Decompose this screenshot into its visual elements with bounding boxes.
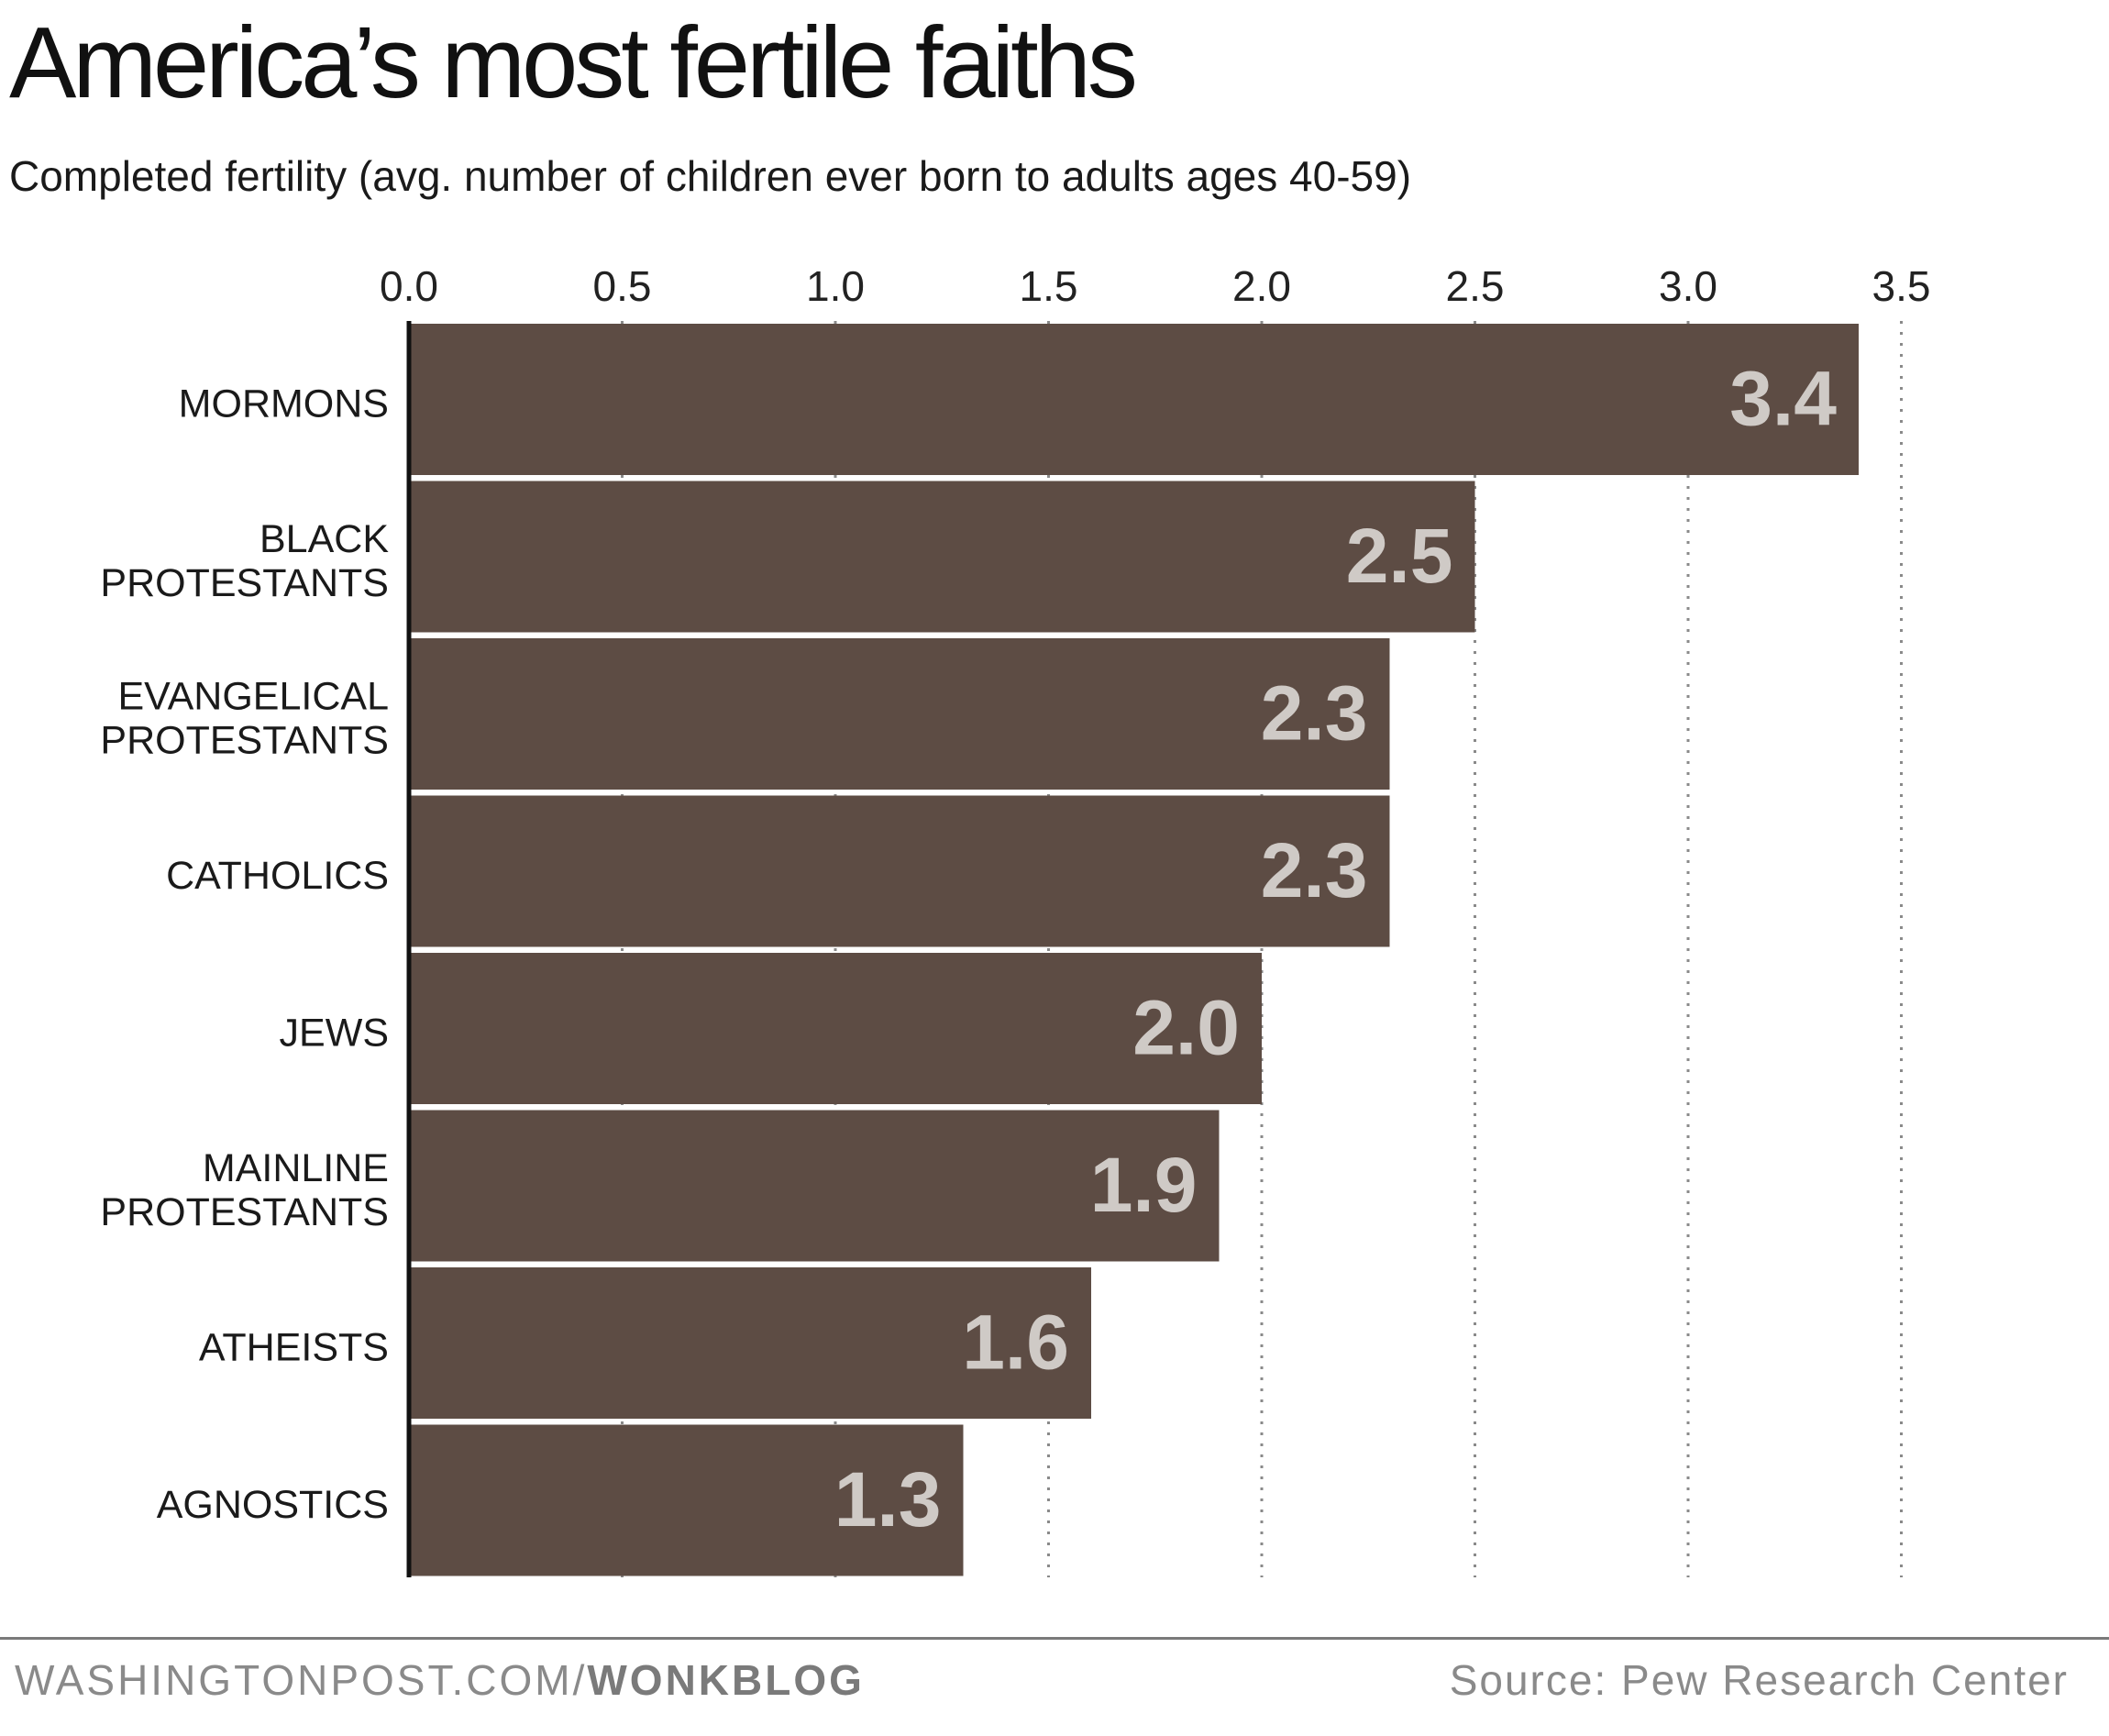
bar: [409, 481, 1475, 633]
bar: [409, 1424, 964, 1576]
chart-title: America’s most fertile faiths: [9, 6, 1138, 119]
bar-value-label: 3.4: [1729, 356, 1837, 442]
category-label: JEWS: [280, 1012, 389, 1056]
bar: [409, 1110, 1220, 1262]
category-label: MORMONS: [179, 382, 389, 426]
bar: [409, 795, 1390, 947]
category-label: BLACK: [259, 517, 389, 561]
x-tick-label: 0.0: [380, 262, 438, 310]
footer-divider: [0, 1637, 2109, 1640]
bar-value-label: 2.3: [1261, 670, 1368, 757]
bar: [409, 324, 1859, 475]
x-tick-label: 2.5: [1446, 262, 1505, 310]
bar: [409, 638, 1390, 790]
category-label: MAINLINE: [203, 1146, 389, 1190]
category-label: ATHEISTS: [199, 1326, 389, 1370]
footer-source: Source: Pew Research Center: [1449, 1656, 2069, 1704]
footer-site: WASHINGTONPOST.COM/: [15, 1656, 588, 1704]
bar-chart: 0.0 0.5 1.0 1.5 2.0 2.5 3.0 3.5 3.4 MORMONS 2.5 BLA…: [100, 262, 1931, 1577]
bar-value-label: 1.6: [962, 1299, 1069, 1386]
category-label: EVANGELICAL: [117, 675, 389, 719]
bar-value-label: 2.3: [1261, 827, 1368, 913]
bar-value-label: 2.5: [1346, 513, 1453, 599]
bar: [409, 1267, 1091, 1419]
footer-section: WONKBLOG: [587, 1656, 865, 1704]
bar-value-label: 2.0: [1132, 985, 1240, 1071]
bar: [409, 953, 1262, 1104]
category-label: CATHOLICS: [166, 854, 389, 898]
x-tick-label: 3.5: [1872, 262, 1931, 310]
x-tick-label: 3.0: [1659, 262, 1717, 310]
category-label: PROTESTANTS: [100, 1190, 389, 1234]
category-label: AGNOSTICS: [157, 1483, 389, 1527]
x-tick-label: 1.5: [1020, 262, 1078, 310]
x-tick-label: 0.5: [593, 262, 652, 310]
x-tick-label: 2.0: [1232, 262, 1291, 310]
x-tick-label: 1.0: [806, 262, 865, 310]
category-label: PROTESTANTS: [100, 719, 389, 763]
bar-value-label: 1.9: [1090, 1142, 1198, 1228]
footer-credit: WASHINGTONPOST.COM/WONKBLOG: [15, 1655, 865, 1705]
chart-subtitle: Completed fertility (avg. number of chil…: [9, 152, 1412, 200]
category-label: PROTESTANTS: [100, 561, 389, 605]
bar-value-label: 1.3: [834, 1456, 942, 1542]
